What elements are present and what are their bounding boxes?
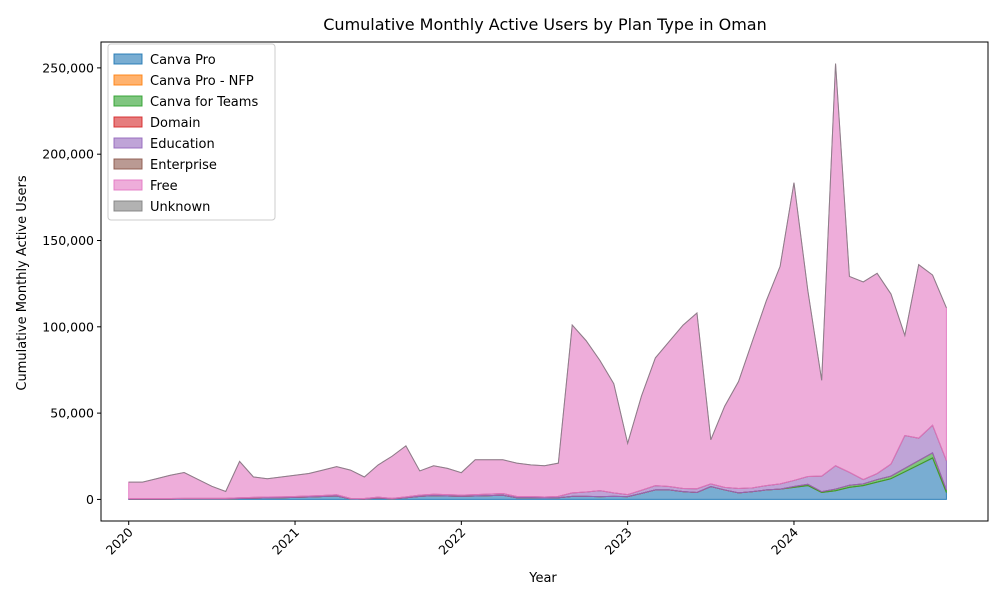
legend-label-canva-for-teams: Canva for Teams xyxy=(150,95,258,110)
legend-swatch-unknown xyxy=(113,200,143,212)
area-unknown xyxy=(128,63,947,493)
y-tick-label: 50,000 xyxy=(50,406,94,421)
y-tick-label: 0 xyxy=(86,492,94,507)
legend-swatch-enterprise xyxy=(113,158,143,170)
legend: Canva Pro Canva Pro - NFP Canva for Teams D… xyxy=(107,43,276,221)
axes xyxy=(100,41,989,522)
legend-swatch-free xyxy=(113,179,143,191)
legend-swatch-canva-pro xyxy=(113,53,143,65)
legend-label-canva-pro: Canva Pro xyxy=(150,53,216,68)
y-tick-label: 250,000 xyxy=(42,60,94,75)
legend-swatch-canva-for-teams xyxy=(113,95,143,107)
legend-label-enterprise: Enterprise xyxy=(150,158,217,173)
y-axis-label: Cumulative Monthly Active Users xyxy=(15,175,30,390)
y-tick-label: 150,000 xyxy=(42,233,94,248)
y-tick-label: 100,000 xyxy=(42,319,94,334)
legend-label-free: Free xyxy=(150,179,178,194)
legend-label-canva-pro-nfp: Canva Pro - NFP xyxy=(150,74,254,89)
plot-areas xyxy=(128,63,947,500)
plot-frame xyxy=(100,41,989,522)
y-tick-label: 200,000 xyxy=(42,147,94,162)
legend-label-domain: Domain xyxy=(150,116,200,131)
legend-label-education: Education xyxy=(150,137,215,152)
legend-swatch-canva-pro-nfp xyxy=(113,74,143,86)
x-axis-label: Year xyxy=(528,571,557,586)
legend-box xyxy=(107,43,276,221)
legend-swatch-education xyxy=(113,137,143,149)
legend-label-unknown: Unknown xyxy=(150,200,210,215)
legend-swatch-domain xyxy=(113,116,143,128)
chart-title: Cumulative Monthly Active Users by Plan … xyxy=(323,15,767,34)
